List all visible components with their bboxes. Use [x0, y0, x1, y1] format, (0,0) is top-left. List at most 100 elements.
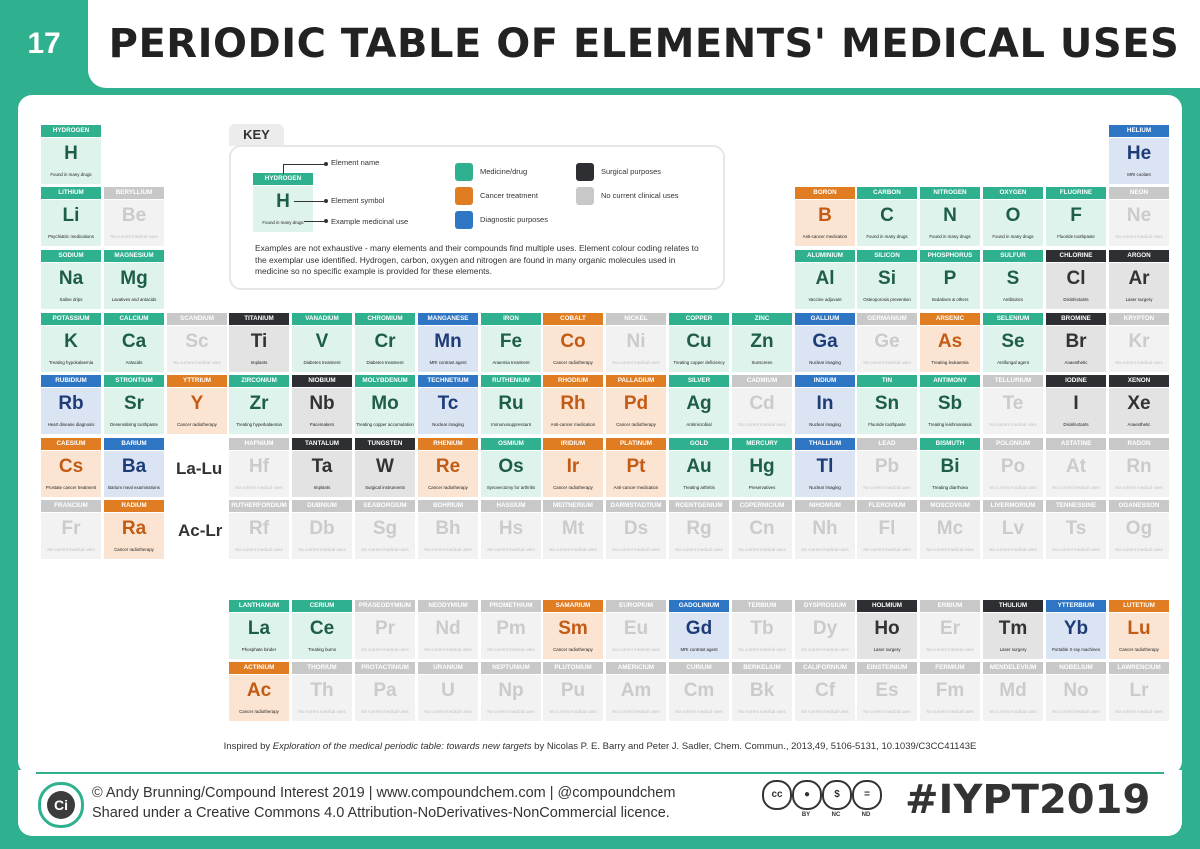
element-holmium: HOLMIUM Ho Laser surgery [857, 600, 917, 659]
element-symbol: Lr [1129, 680, 1149, 701]
element-praseodymium: PRASEODYMIUM Pr No current medical uses [355, 600, 415, 659]
element-name: MENDELEVIUM [983, 662, 1043, 674]
element-rhenium: RHENIUM Re Cancer radiotherapy [418, 438, 478, 497]
element-name: LITHIUM [41, 187, 101, 199]
key-example-name: HYDROGEN [253, 173, 313, 185]
element-use: No current medical uses [675, 547, 723, 552]
legend-label-none: No current clinical uses [601, 191, 679, 200]
element-symbol: Dy [812, 618, 838, 639]
element-flerovium: FLEROVIUM Fl No current medical uses [857, 500, 917, 559]
element-cobalt: COBALT Co Cancer radiotherapy [543, 313, 603, 372]
element-use: MRI contrast agent [680, 647, 718, 652]
element-name: YTTRIUM [167, 375, 227, 387]
element-symbol: Yb [1063, 618, 1089, 639]
element-use: Antibiotics [1002, 297, 1023, 302]
legend-label-cancer: Cancer treatment [480, 191, 538, 200]
element-name: COBALT [543, 313, 603, 325]
element-antimony: ANTIMONY Sb Treating leishmaniasis [920, 375, 980, 434]
element-use: Heart disease diagnosis [47, 422, 95, 427]
element-cerium: CERIUM Ce Treating burns [292, 600, 352, 659]
element-symbol: Am [620, 680, 652, 701]
element-name: RADON [1109, 438, 1169, 450]
element-name: SAMARIUM [543, 600, 603, 612]
key-tab: KEY [229, 124, 284, 146]
element-symbol: Ba [121, 456, 147, 477]
element-use: No current medical uses [1115, 709, 1163, 714]
element-use: Found in many drugs [866, 234, 908, 239]
element-name: ARSENIC [920, 313, 980, 325]
element-silver: SILVER Ag Antimicrobial [669, 375, 729, 434]
title-bar: PERIODIC TABLE OF ELEMENTS' MEDICAL USES [88, 0, 1200, 88]
element-symbol: Sr [123, 393, 145, 414]
legend-label-medicine: Medicine/drug [480, 167, 528, 176]
element-symbol: Lv [1001, 518, 1025, 539]
element-symbol: V [315, 331, 329, 352]
element-name: DARMSTADTIUM [606, 500, 666, 512]
element-symbol: Pd [623, 393, 649, 414]
element-name: TECHNETIUM [418, 375, 478, 387]
element-radon: RADON Rn No current medical uses [1109, 438, 1169, 497]
element-use: No current medical uses [1115, 547, 1163, 552]
element-name: NIOBIUM [292, 375, 352, 387]
element-symbol: Zr [249, 393, 269, 414]
element-name: PLATINUM [606, 438, 666, 450]
element-use: Preservatives [748, 485, 776, 490]
element-name: PHOSPHORUS [920, 250, 980, 262]
element-name: NICKEL [606, 313, 666, 325]
element-symbol: Co [560, 331, 586, 352]
element-sulfur: SULFUR S Antibiotics [983, 250, 1043, 309]
element-symbol: P [943, 268, 957, 289]
element-name: FERMIUM [920, 662, 980, 674]
creative-commons-badges: cc ● $ = BY NC ND [762, 780, 882, 824]
element-mendelevium: MENDELEVIUM Md No current medical uses [983, 662, 1043, 721]
element-niobium: NIOBIUM Nb Pacemakers [292, 375, 352, 434]
element-name: GOLD [669, 438, 729, 450]
element-moscovium: MOSCOVIUM Mc No current medical uses [920, 500, 980, 559]
element-name: ZINC [732, 313, 792, 325]
element-use: Phosphate binder [241, 647, 277, 652]
element-use: No current medical uses [612, 709, 660, 714]
element-name: DYSPROSIUM [795, 600, 855, 612]
compound-interest-logo: Ci [38, 782, 84, 828]
element-use: MRI contrast agent [429, 360, 467, 365]
legend-swatch-medicine [455, 163, 473, 181]
element-symbol: Hf [248, 456, 270, 477]
element-symbol: Al [815, 268, 835, 289]
element-use: Anaesthetic [1127, 422, 1151, 427]
element-use: No current medical uses [926, 709, 974, 714]
element-vanadium: VANADIUM V Diabetes treatment [292, 313, 352, 372]
element-symbol: Cf [814, 680, 836, 701]
element-name: ARGON [1109, 250, 1169, 262]
element-curium: CURIUM Cm No current medical uses [669, 662, 729, 721]
element-use: Pacemakers [309, 422, 335, 427]
credit-line: © Andy Brunning/Compound Interest 2019 |… [92, 785, 676, 801]
element-phosphorus: PHOSPHORUS P Sedatives & others [920, 250, 980, 309]
element-use: No current medical uses [989, 547, 1037, 552]
key-note: Examples are not exhaustive - many eleme… [255, 243, 699, 276]
element-use: Treating hyperkalaemia [236, 422, 282, 427]
element-use: Implants [313, 485, 331, 490]
legend-swatch-none [576, 187, 594, 205]
element-name: TELLURIUM [983, 375, 1043, 387]
element-symbol: O [1005, 205, 1021, 226]
element-iodine: IODINE I Disinfectants [1046, 375, 1106, 434]
element-symbol: N [943, 205, 957, 226]
element-darmstadtium: DARMSTADTIUM Ds No current medical uses [606, 500, 666, 559]
element-symbol: Sc [185, 331, 209, 352]
element-symbol: Ta [311, 456, 333, 477]
element-name: DUBNIUM [292, 500, 352, 512]
element-symbol: Sb [937, 393, 963, 414]
element-symbol: Md [999, 680, 1027, 701]
element-name: NEON [1109, 187, 1169, 199]
element-use: Found in many drugs [929, 234, 971, 239]
element-name: XENON [1109, 375, 1169, 387]
element-name: MOLYBDENUM [355, 375, 415, 387]
element-name: SULFUR [983, 250, 1043, 262]
element-name: EINSTEINIUM [857, 662, 917, 674]
element-name: CERIUM [292, 600, 352, 612]
element-name: HAFNIUM [229, 438, 289, 450]
element-symbol: Gd [685, 618, 713, 639]
key-pointer-line [283, 164, 284, 174]
element-symbol: Eu [623, 618, 649, 639]
element-yttrium: YTTRIUM Y Cancer radiotherapy [167, 375, 227, 434]
